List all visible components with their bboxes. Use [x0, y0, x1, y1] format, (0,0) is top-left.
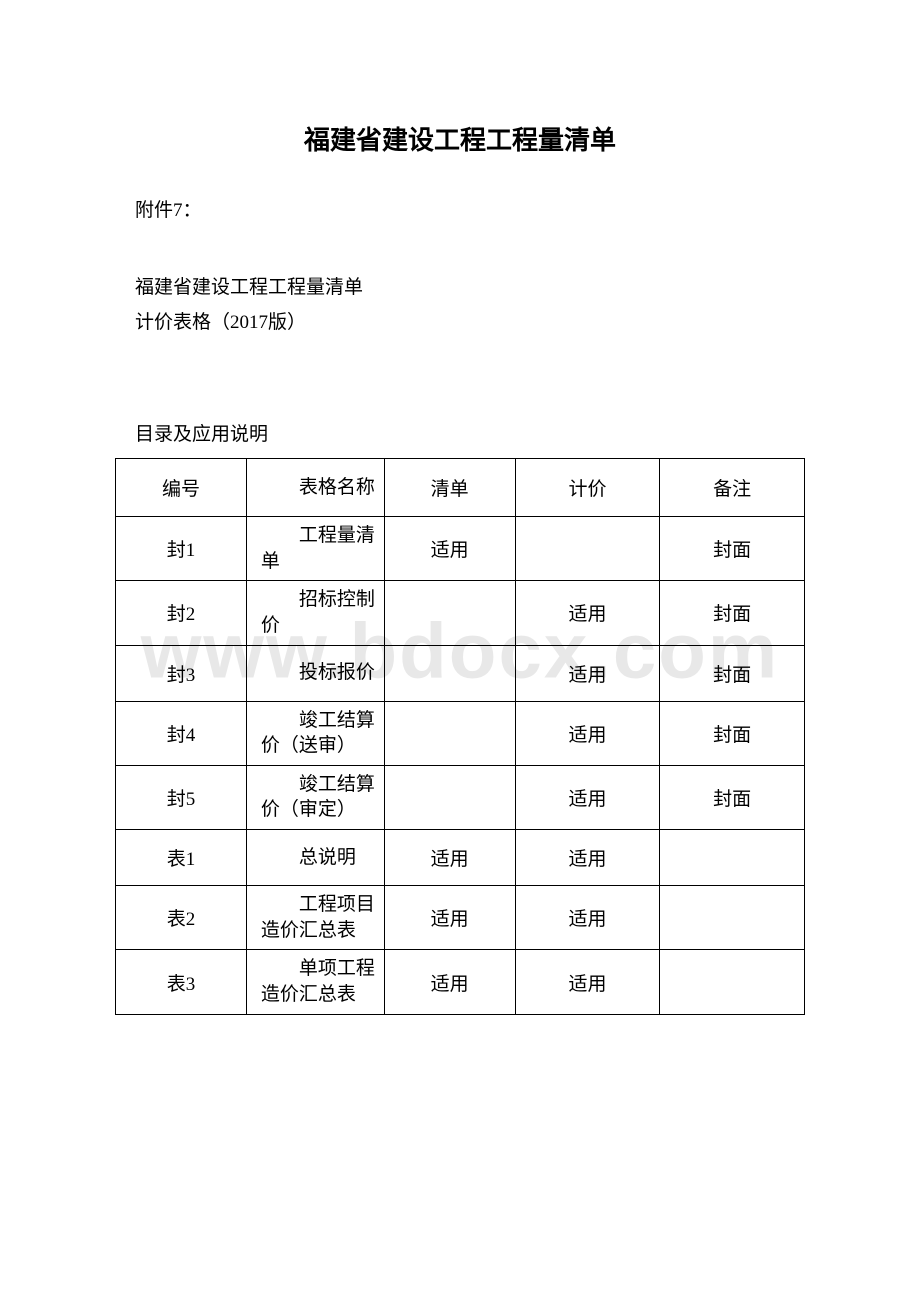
cell-remark: 封面: [660, 581, 805, 645]
cell-remark: [660, 886, 805, 950]
table-row: 封4 竣工结算价（送审） 适用 封面: [116, 701, 805, 765]
cell-remark: [660, 830, 805, 886]
cell-id: 表2: [116, 886, 247, 950]
cell-id: 表1: [116, 830, 247, 886]
cell-name: 单项工程造价汇总表: [246, 950, 384, 1014]
cell-qingdan: [384, 765, 515, 829]
cell-remark: 封面: [660, 765, 805, 829]
document-content: 福建省建设工程工程量清单 附件7： 福建省建设工程工程量清单 计价表格（2017…: [115, 120, 805, 1015]
header-jijia: 计价: [515, 459, 660, 517]
cell-jijia: 适用: [515, 701, 660, 765]
table-row: 表3 单项工程造价汇总表 适用 适用: [116, 950, 805, 1014]
cell-name: 工程项目造价汇总表: [246, 886, 384, 950]
table-header-row: 编号 表格名称 清单 计价 备注: [116, 459, 805, 517]
cell-jijia: 适用: [515, 950, 660, 1014]
section-title: 目录及应用说明: [115, 419, 805, 446]
cell-jijia: 适用: [515, 581, 660, 645]
table-row: 封1 工程量清单 适用 封面: [116, 517, 805, 581]
index-table: 编号 表格名称 清单 计价 备注 封1 工程量清单 适用 封面 封2 招标控制价…: [115, 458, 805, 1015]
cell-id: 封2: [116, 581, 247, 645]
document-title: 福建省建设工程工程量清单: [115, 120, 805, 157]
cell-jijia: 适用: [515, 765, 660, 829]
cell-qingdan: 适用: [384, 886, 515, 950]
subtitle-line2: 计价表格（2017版）: [115, 307, 805, 334]
header-remark: 备注: [660, 459, 805, 517]
cell-qingdan: 适用: [384, 517, 515, 581]
header-name: 表格名称: [246, 459, 384, 517]
cell-remark: 封面: [660, 701, 805, 765]
attachment-label: 附件7：: [115, 195, 805, 222]
cell-name: 总说明: [246, 830, 384, 886]
cell-id: 封5: [116, 765, 247, 829]
cell-id: 封1: [116, 517, 247, 581]
cell-jijia: 适用: [515, 645, 660, 701]
cell-id: 封3: [116, 645, 247, 701]
header-qingdan: 清单: [384, 459, 515, 517]
subtitle-line1: 福建省建设工程工程量清单: [115, 272, 805, 299]
cell-qingdan: 适用: [384, 950, 515, 1014]
cell-qingdan: [384, 581, 515, 645]
cell-name: 竣工结算价（审定）: [246, 765, 384, 829]
table-row: 表2 工程项目造价汇总表 适用 适用: [116, 886, 805, 950]
header-id: 编号: [116, 459, 247, 517]
cell-name: 竣工结算价（送审）: [246, 701, 384, 765]
cell-name: 招标控制价: [246, 581, 384, 645]
cell-remark: [660, 950, 805, 1014]
cell-qingdan: 适用: [384, 830, 515, 886]
cell-remark: 封面: [660, 645, 805, 701]
cell-id: 表3: [116, 950, 247, 1014]
table-row: 封5 竣工结算价（审定） 适用 封面: [116, 765, 805, 829]
cell-name: 投标报价: [246, 645, 384, 701]
cell-id: 封4: [116, 701, 247, 765]
cell-name: 工程量清单: [246, 517, 384, 581]
cell-qingdan: [384, 701, 515, 765]
cell-qingdan: [384, 645, 515, 701]
table-row: 封2 招标控制价 适用 封面: [116, 581, 805, 645]
cell-remark: 封面: [660, 517, 805, 581]
cell-jijia: 适用: [515, 830, 660, 886]
cell-jijia: [515, 517, 660, 581]
cell-jijia: 适用: [515, 886, 660, 950]
table-row: 表1 总说明 适用 适用: [116, 830, 805, 886]
table-row: 封3 投标报价 适用 封面: [116, 645, 805, 701]
